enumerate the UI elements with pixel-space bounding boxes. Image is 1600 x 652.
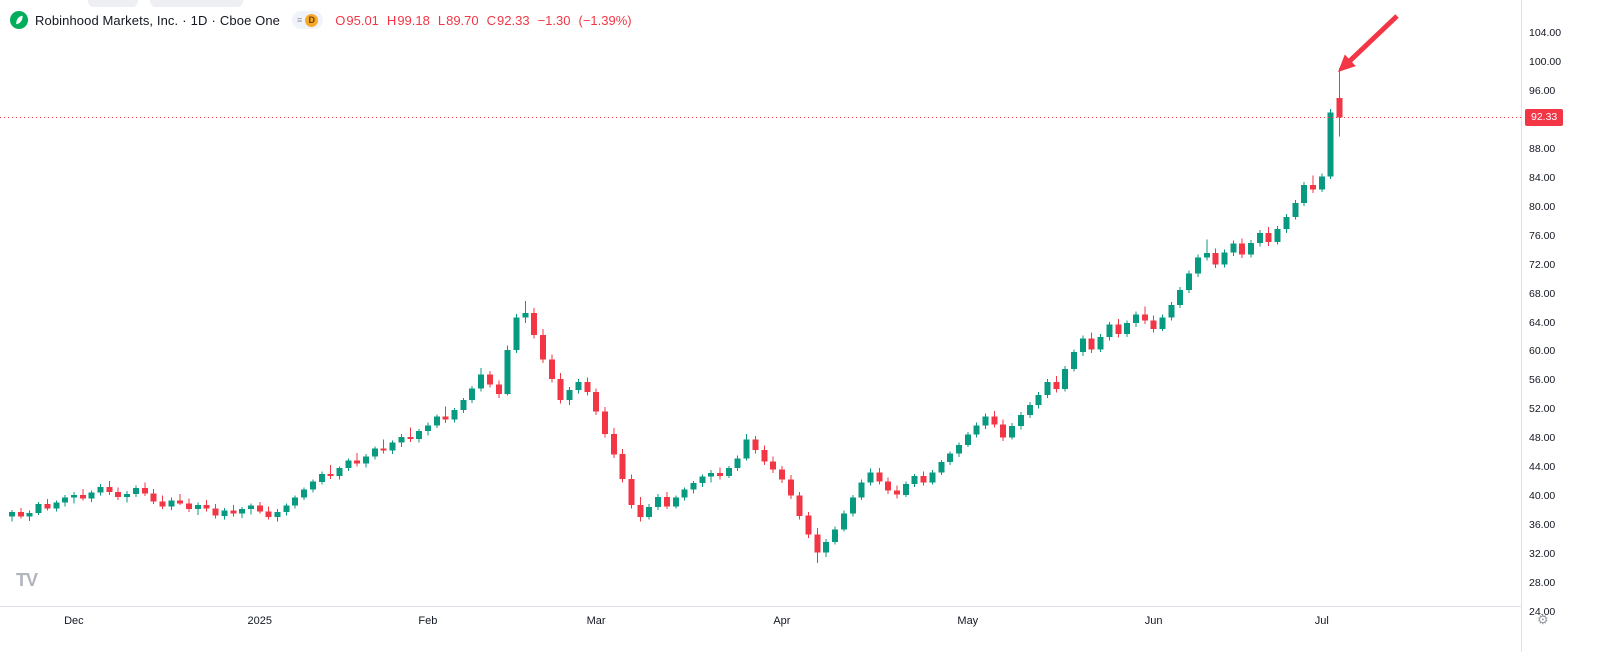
price-tick-label: 100.00: [1529, 56, 1562, 68]
price-tick-label: 52.00: [1529, 403, 1556, 416]
price-tick-label: 60.00: [1529, 345, 1556, 358]
price-tick-label: 32.00: [1529, 548, 1556, 561]
low-value: L 89.70: [437, 12, 479, 28]
time-axis-label: 2025: [247, 615, 273, 627]
time-axis[interactable]: Dec 2025 Feb Mar Apr May Jun Jul: [0, 606, 1521, 652]
chart-plot-area[interactable]: [0, 0, 1521, 652]
time-axis-label: Dec: [64, 615, 84, 627]
change-percent: (−1.39%): [578, 12, 632, 28]
candlestick-series: [9, 67, 1343, 563]
time-axis-label: Apr: [773, 615, 791, 627]
robinhood-logo-icon: [10, 11, 28, 29]
time-axis-label: Feb: [418, 615, 438, 627]
marks-pill[interactable]: ≡ D: [291, 11, 324, 29]
time-axis-label: Mar: [586, 615, 606, 627]
separator-dot: ·: [182, 12, 187, 28]
price-tick-label: 64.00: [1529, 316, 1556, 329]
exchange-label[interactable]: Cboe One: [219, 12, 280, 28]
open-value: O 95.01: [335, 12, 379, 28]
dividend-badge-icon: D: [305, 13, 319, 27]
chart-legend: Robinhood Markets, Inc. · 1D · Cboe One ≡ D …: [10, 11, 632, 29]
separator-dot: ·: [211, 12, 216, 28]
change-value: −1.30: [537, 12, 571, 28]
arrow-annotation[interactable]: [1338, 14, 1399, 72]
lines-icon: ≡: [296, 14, 303, 25]
price-tick-label: 40.00: [1529, 490, 1556, 503]
price-tick-label: 44.00: [1529, 461, 1556, 474]
time-axis-label: May: [957, 615, 979, 627]
price-tick-label: 68.00: [1529, 287, 1556, 300]
price-tick-label: 56.00: [1529, 374, 1556, 387]
symbol-title[interactable]: Robinhood Markets, Inc. · 1D · Cboe One: [35, 13, 280, 28]
price-tick-label: 84.00: [1529, 171, 1556, 184]
price-tick-label: 24.00: [1529, 606, 1556, 618]
symbol-name[interactable]: Robinhood Markets, Inc.: [35, 12, 179, 28]
price-tick-label: 76.00: [1529, 229, 1556, 242]
price-tick-label: 72.00: [1529, 258, 1556, 271]
close-value: C 92.33: [486, 12, 530, 28]
interval-label[interactable]: 1D: [190, 12, 208, 28]
time-axis-label: Jun: [1144, 615, 1163, 627]
time-axis-label: Jul: [1314, 615, 1329, 627]
price-axis[interactable]: 104.00 100.00 96.00 88.00 84.00 80.00 76.00 72.…: [1521, 0, 1600, 652]
high-value: H 99.18: [386, 12, 430, 28]
price-tick-label: 80.00: [1529, 200, 1556, 213]
ui-artifact: [88, 0, 138, 7]
axis-settings-icon[interactable]: ⚙: [1537, 612, 1549, 627]
price-tick-label: 36.00: [1529, 519, 1556, 532]
price-tick-label: 28.00: [1529, 577, 1556, 589]
tradingview-logo[interactable]: TV: [16, 570, 38, 590]
ui-artifact: [150, 0, 243, 7]
last-price-badge: 92.33: [1525, 108, 1564, 126]
ohlc-values: O 95.01 H 99.18 L 89.70 C 92.33 −1.30 (−1.39…: [335, 13, 631, 28]
price-tick-label: 104.00: [1529, 27, 1562, 39]
price-tick-label: 96.00: [1529, 84, 1556, 97]
price-tick-label: 48.00: [1529, 432, 1556, 445]
price-tick-label: 88.00: [1529, 142, 1556, 155]
